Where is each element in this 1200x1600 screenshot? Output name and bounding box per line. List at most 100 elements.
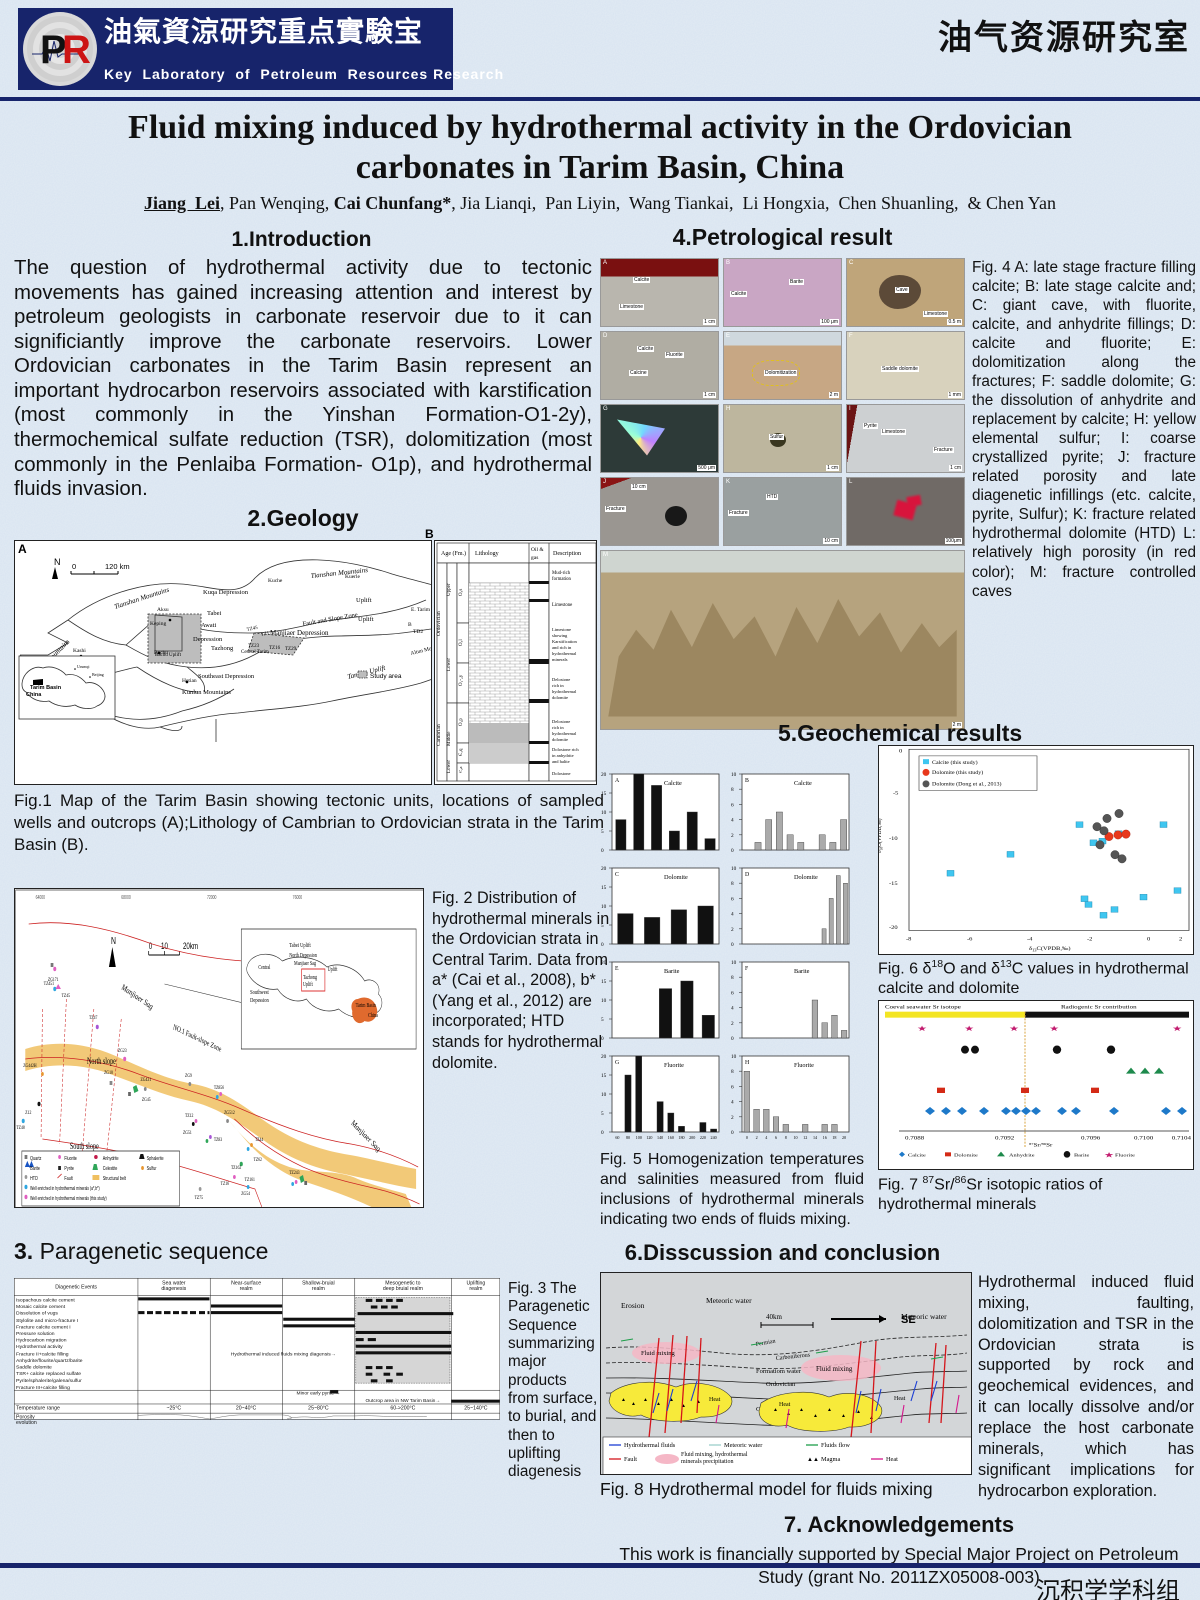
svg-text:-15: -15 xyxy=(889,882,898,887)
svg-text:▲▲: ▲▲ xyxy=(807,1457,819,1463)
svg-text:O₁p: O₁p xyxy=(459,718,464,726)
svg-text:TZ16: TZ16 xyxy=(221,1182,230,1188)
svg-text:formation: formation xyxy=(552,577,572,582)
svg-text:Anhydrite: Anhydrite xyxy=(103,1155,119,1161)
svg-text:Depession: Depession xyxy=(250,997,269,1004)
svg-text:Dolomite (Dong et al., 2013): Dolomite (Dong et al., 2013) xyxy=(932,781,1002,787)
svg-text:72000: 72000 xyxy=(207,894,217,900)
svg-text:Heat: Heat xyxy=(886,1456,898,1463)
svg-text:Fluorite: Fluorite xyxy=(794,1062,814,1069)
svg-text:★: ★ xyxy=(1172,1025,1182,1033)
svg-text:Description: Description xyxy=(553,551,581,557)
svg-text:North slope: North slope xyxy=(87,1056,116,1066)
svg-text:Well enriched in hydrothermal: Well enriched in hydrothermal minerals (… xyxy=(30,1195,107,1201)
svg-text:120 km: 120 km xyxy=(105,562,130,571)
svg-text:8: 8 xyxy=(731,1069,734,1075)
svg-text:100: 100 xyxy=(636,1135,642,1140)
svg-text:Quartz: Quartz xyxy=(30,1155,42,1161)
svg-text:4: 4 xyxy=(731,1006,734,1012)
svg-text:SE: SE xyxy=(901,1314,916,1326)
svg-text:5: 5 xyxy=(601,1017,604,1023)
svg-text:TZ12: TZ12 xyxy=(185,1114,194,1120)
svg-text:China: China xyxy=(368,1012,378,1019)
svg-text:0: 0 xyxy=(601,1130,604,1136)
svg-text:Beijing: Beijing xyxy=(92,672,104,677)
svg-text:0.7100: 0.7100 xyxy=(1134,1137,1153,1142)
svg-text:★: ★ xyxy=(964,1025,974,1033)
svg-text:minerals: minerals xyxy=(552,657,568,662)
svg-text:Southwest: Southwest xyxy=(250,989,269,996)
svg-text:Tarim Basin: Tarim Basin xyxy=(356,1002,376,1009)
svg-text:8: 8 xyxy=(731,975,734,981)
svg-text:Coeval seawater Sr isotope: Coeval seawater Sr isotope xyxy=(885,1005,961,1010)
svg-text:Fluid mixing, hydrothermal: Fluid mixing, hydrothermal xyxy=(681,1452,748,1458)
svg-text:Tazhong: Tazhong xyxy=(211,645,234,652)
svg-text:TD2: TD2 xyxy=(413,629,423,635)
svg-text:10: 10 xyxy=(731,960,737,966)
svg-text:0: 0 xyxy=(149,941,152,951)
svg-text:6: 6 xyxy=(731,1084,734,1090)
svg-text:12: 12 xyxy=(803,1135,807,1140)
svg-text:0.7104: 0.7104 xyxy=(1172,1137,1191,1142)
svg-text:Manjiaer Depression: Manjiaer Depression xyxy=(270,629,329,637)
svg-text:Southeast Depression: Southeast Depression xyxy=(198,673,255,680)
svg-text:▲: ▲ xyxy=(841,1413,846,1419)
svg-text:TZ162: TZ162 xyxy=(231,1166,242,1172)
svg-text:G: G xyxy=(615,1060,619,1066)
svg-text:76000: 76000 xyxy=(293,894,303,900)
svg-text:8: 8 xyxy=(785,1135,787,1140)
svg-text:Calcite (this study): Calcite (this study) xyxy=(932,760,978,766)
svg-text:China: China xyxy=(26,692,42,698)
svg-text:15: 15 xyxy=(601,791,607,797)
svg-text:0: 0 xyxy=(601,942,604,948)
svg-text:180: 180 xyxy=(678,1135,684,1140)
svg-text:and halite: and halite xyxy=(552,759,570,764)
svg-text:-2: -2 xyxy=(1087,937,1092,942)
svg-text:TZ16: TZ16 xyxy=(269,646,281,651)
svg-text:Awati: Awati xyxy=(201,622,216,629)
svg-text:Manjiaer Sag: Manjiaer Sag xyxy=(294,960,316,967)
svg-text:6: 6 xyxy=(775,1135,777,1140)
svg-text:▲: ▲ xyxy=(773,1407,778,1413)
svg-text:Kuqa Depression: Kuqa Depression xyxy=(203,589,249,596)
svg-text:ZG512: ZG512 xyxy=(224,1111,235,1117)
svg-text:▲: ▲ xyxy=(696,1399,701,1405)
svg-text:▲: ▲ xyxy=(813,1413,818,1419)
svg-text:Sulfur: Sulfur xyxy=(147,1165,157,1171)
svg-text:TZ45: TZ45 xyxy=(246,626,258,633)
svg-text:Tarim Basin: Tarim Basin xyxy=(30,685,62,691)
svg-text:0: 0 xyxy=(731,1130,734,1136)
svg-text:Lower: Lower xyxy=(447,760,452,773)
svg-text:Ordovician: Ordovician xyxy=(436,611,442,636)
svg-text:Dolomite (this study): Dolomite (this study) xyxy=(932,770,983,776)
svg-text:O₁-₂y: O₁-₂y xyxy=(459,674,464,686)
svg-text:Uplift: Uplift xyxy=(356,597,372,604)
svg-text:TZ75: TZ75 xyxy=(195,1196,204,1202)
svg-text:Upper: Upper xyxy=(447,583,452,596)
svg-text:160: 160 xyxy=(668,1135,674,1140)
svg-text:Uplift: Uplift xyxy=(328,965,338,973)
svg-text:120: 120 xyxy=(646,1135,652,1140)
svg-text:rich in: rich in xyxy=(552,683,564,688)
svg-text:0.7092: 0.7092 xyxy=(995,1137,1014,1142)
svg-text:10: 10 xyxy=(601,810,607,816)
svg-text:Limestone: Limestone xyxy=(552,603,572,608)
svg-text:10: 10 xyxy=(601,904,607,910)
svg-text:10: 10 xyxy=(731,866,737,872)
svg-text:δ18O(VPDB,‰): δ18O(VPDB,‰) xyxy=(879,818,884,853)
svg-text:5: 5 xyxy=(601,829,604,835)
svg-text:-20: -20 xyxy=(889,925,898,930)
svg-text:Z12: Z12 xyxy=(25,1111,32,1117)
svg-text:N: N xyxy=(54,557,61,567)
svg-text:▲: ▲ xyxy=(621,1397,626,1403)
svg-text:Barite: Barite xyxy=(664,968,680,975)
svg-text:★: ★ xyxy=(917,1025,927,1033)
svg-text:0: 0 xyxy=(899,749,902,754)
svg-text:Heat: Heat xyxy=(709,1397,721,1403)
svg-text:Aksu: Aksu xyxy=(157,607,169,613)
svg-text:-6: -6 xyxy=(967,937,972,942)
svg-text:0.7088: 0.7088 xyxy=(905,1137,924,1142)
svg-text:64000: 64000 xyxy=(36,894,46,900)
svg-text:15: 15 xyxy=(601,885,607,891)
svg-text:240: 240 xyxy=(711,1135,717,1140)
